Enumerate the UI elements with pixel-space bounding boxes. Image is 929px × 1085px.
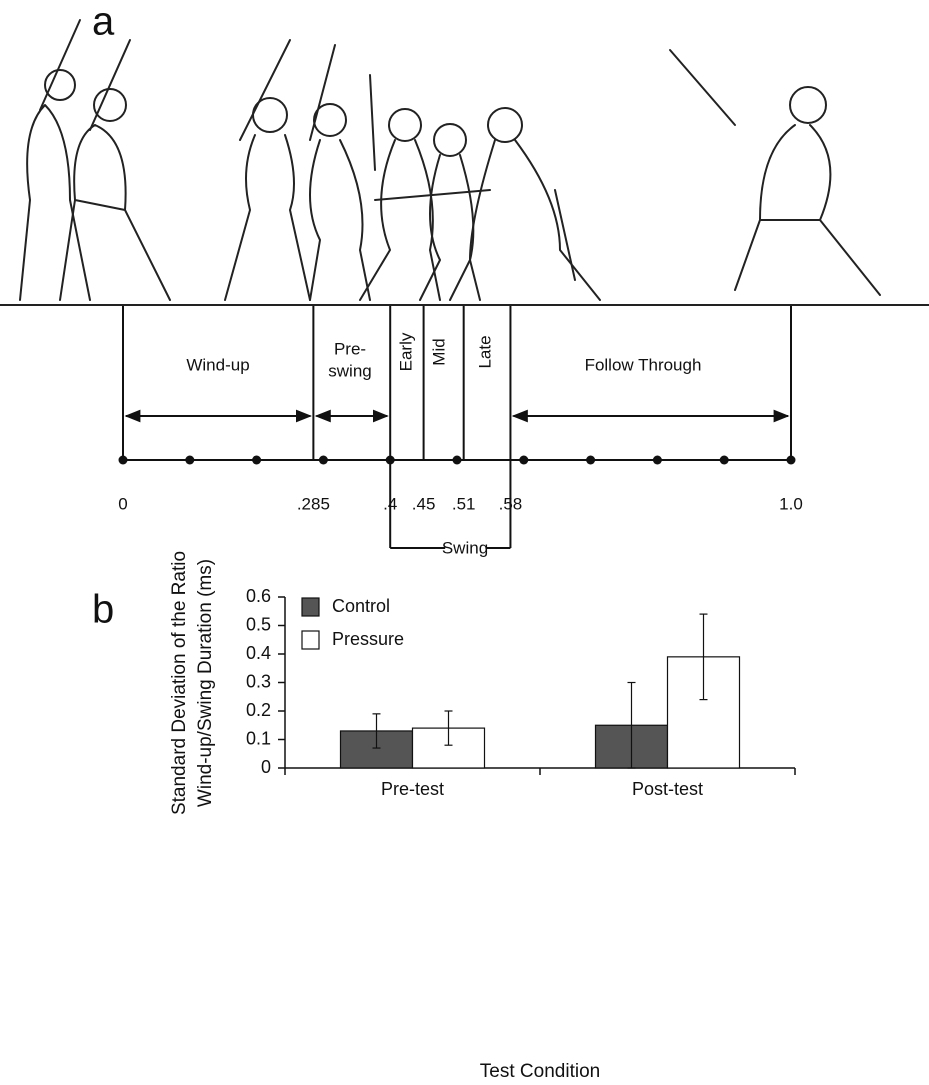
y-axis-label: Wind-up/Swing Duration (ms) xyxy=(195,559,216,807)
phase-label: Pre- xyxy=(334,339,366,358)
y-tick-label: 0.4 xyxy=(246,643,271,663)
x-axis-label: Test Condition xyxy=(480,1061,600,1082)
timeline-tick-label: .4 xyxy=(383,494,397,513)
panel-label: a xyxy=(92,0,115,44)
timeline-tick-label: 1.0 xyxy=(779,494,803,513)
timeline-dot xyxy=(319,456,328,465)
bar-chart: 0 0.1 0.2 0.3 0.4 0.5 0.6 Pre-test Post-test Cont… xyxy=(246,586,795,799)
y-tick-label: 0 xyxy=(261,757,271,777)
timeline-tick-label: 0 xyxy=(118,494,127,513)
timeline: 0 .285 .4 .45 .51 .58 1.0 xyxy=(118,306,803,548)
legend-swatch xyxy=(302,631,319,649)
phase-label: Early xyxy=(396,332,415,371)
timeline-tick-label: .58 xyxy=(499,494,523,513)
phase-label: Follow Through xyxy=(585,355,702,374)
timeline-dot xyxy=(453,456,462,465)
timeline-tick-label: .285 xyxy=(297,494,330,513)
phase-label: Late xyxy=(475,335,494,368)
x-tick-label: Pre-test xyxy=(381,779,444,799)
timeline-dot xyxy=(519,456,528,465)
y-tick-label: 0.2 xyxy=(246,700,271,720)
timeline-dot xyxy=(252,456,261,465)
figure: a 0.285.4.45.51.581.0 Wind- xyxy=(0,0,929,1085)
y-tick-label: 0.1 xyxy=(246,728,271,748)
y-tick-label: 0.3 xyxy=(246,671,271,691)
timeline-tick-label: .45 xyxy=(412,494,436,513)
y-tick-label: 0.5 xyxy=(246,614,271,634)
timeline-tick-label: .51 xyxy=(452,494,476,513)
legend-swatch xyxy=(302,598,319,616)
batter-sketches xyxy=(0,20,929,305)
legend-label: Pressure xyxy=(332,629,404,649)
x-tick-label: Post-test xyxy=(632,779,703,799)
phase-label: Wind-up xyxy=(186,355,249,374)
timeline-dot xyxy=(720,456,729,465)
batter-sketch xyxy=(20,20,170,300)
phase-label: Swing xyxy=(442,538,488,557)
timeline-dot xyxy=(185,456,194,465)
timeline-dot xyxy=(586,456,595,465)
y-tick-label: 0.6 xyxy=(246,586,271,606)
y-axis-label: Standard Deviation of the Ratio xyxy=(169,551,190,815)
panel-label: b xyxy=(92,588,114,632)
batter-sketch xyxy=(225,40,370,300)
batter-sketch xyxy=(670,50,880,295)
phase-label: Mid xyxy=(429,338,448,365)
batter-sketch xyxy=(360,75,600,300)
timeline-dot xyxy=(653,456,662,465)
legend-label: Control xyxy=(332,596,390,616)
phase-label: swing xyxy=(328,361,371,380)
